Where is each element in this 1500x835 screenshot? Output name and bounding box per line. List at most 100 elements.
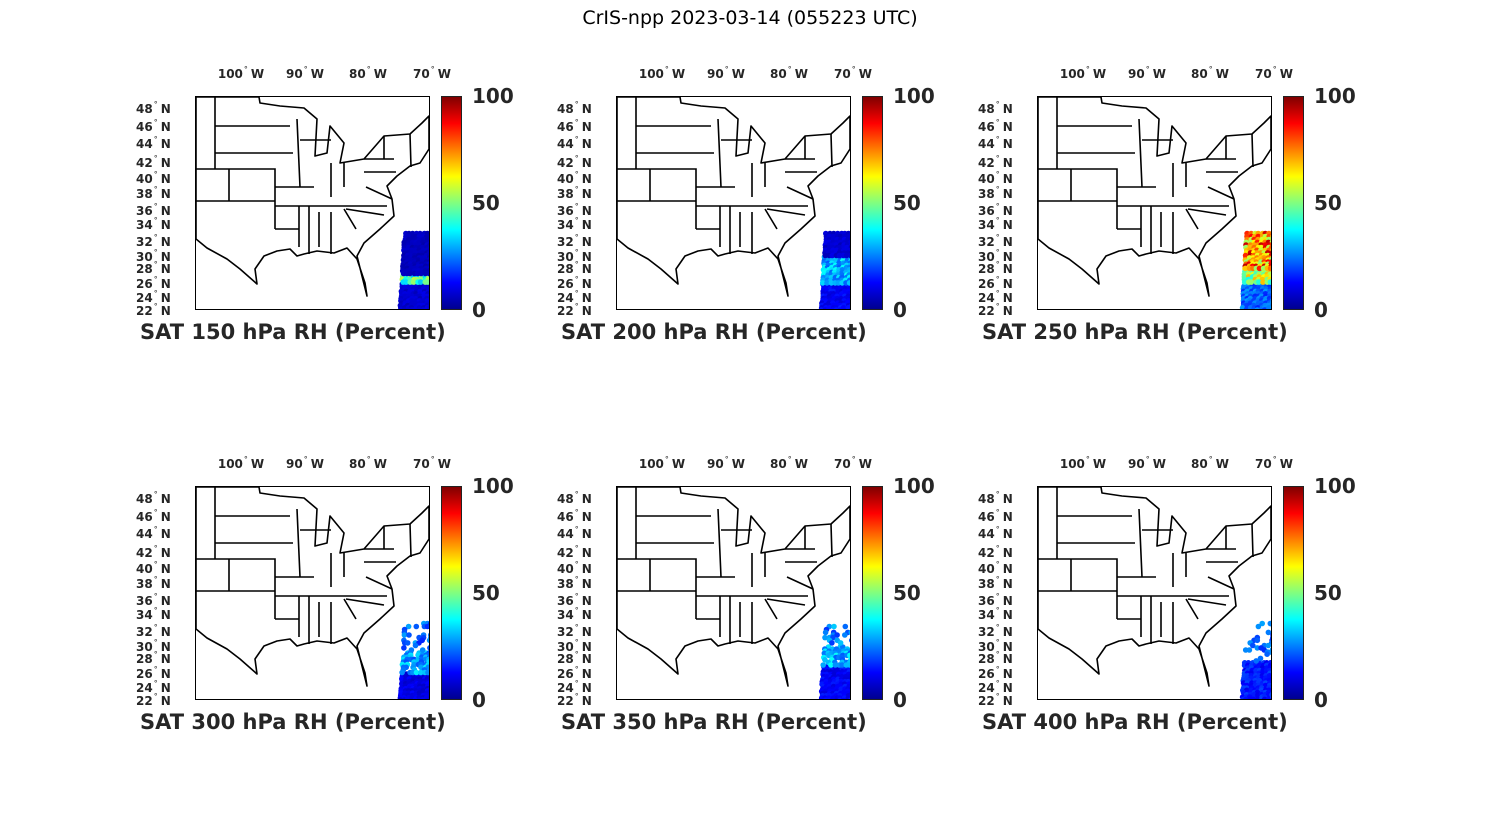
- degree-symbol: °: [725, 65, 729, 74]
- lat-tick-label: 32°N: [557, 233, 602, 249]
- lat-tick-label: 38°N: [557, 575, 602, 591]
- lon-tick-value: 80: [349, 67, 366, 81]
- rh-swath: [1240, 231, 1272, 310]
- rh-observation-point: [851, 674, 852, 680]
- lat-tick-label: 46°N: [136, 508, 181, 524]
- lat-hemisphere: N: [161, 218, 171, 232]
- lon-tick-value: 90: [1128, 67, 1145, 81]
- rh-observation-point: [1271, 269, 1272, 275]
- degree-symbol: °: [1273, 65, 1277, 74]
- lat-tick-label: 42°N: [557, 544, 602, 560]
- degree-symbol: °: [575, 118, 579, 127]
- rh-observation-point: [850, 664, 851, 670]
- lat-tick-value: 38: [978, 187, 995, 201]
- lat-tick-value: 46: [557, 120, 574, 134]
- lat-tick-value: 44: [978, 527, 995, 541]
- degree-symbol: °: [996, 289, 1000, 298]
- lat-tick-label: 46°N: [557, 508, 602, 524]
- lon-tick-label: 100°W: [218, 455, 264, 471]
- rh-observation-point: [843, 624, 849, 630]
- degree-symbol: °: [154, 592, 158, 601]
- coastline: [196, 97, 429, 296]
- degree-symbol: °: [575, 154, 579, 163]
- rh-swath: [819, 231, 852, 310]
- degree-symbol: °: [1086, 65, 1090, 74]
- degree-symbol: °: [996, 508, 1000, 517]
- lat-hemisphere: N: [1003, 120, 1013, 134]
- lat-hemisphere: N: [1003, 527, 1013, 541]
- degree-symbol: °: [1146, 455, 1150, 464]
- map-canvas: [1038, 97, 1272, 310]
- rh-observation-point: [429, 289, 430, 295]
- colorbar-tick-label: 50: [1314, 581, 1342, 605]
- colorbar-tick-label: 0: [893, 688, 907, 712]
- degree-symbol: °: [154, 679, 158, 688]
- degree-symbol: °: [1086, 455, 1090, 464]
- degree-symbol: °: [788, 455, 792, 464]
- lon-hemisphere: W: [1093, 457, 1106, 471]
- lat-tick-value: 42: [557, 156, 574, 170]
- colorbar-tick-label: 100: [472, 84, 514, 108]
- lon-tick-value: 70: [413, 457, 430, 471]
- rh-observation-point: [1255, 638, 1261, 644]
- rh-observation-point: [850, 280, 851, 286]
- lat-hemisphere: N: [161, 120, 171, 134]
- degree-symbol: °: [665, 65, 669, 74]
- lon-hemisphere: W: [859, 67, 872, 81]
- degree-symbol: °: [575, 289, 579, 298]
- degree-symbol: °: [154, 260, 158, 269]
- rh-swath: [398, 231, 430, 310]
- lat-tick-value: 46: [978, 510, 995, 524]
- degree-symbol: °: [154, 170, 158, 179]
- coastline: [617, 97, 850, 296]
- rh-observation-point: [429, 670, 430, 676]
- lat-tick-value: 32: [978, 625, 995, 639]
- lon-tick-value: 70: [1255, 457, 1272, 471]
- lat-hemisphere: N: [161, 102, 171, 116]
- colorbar-tick-label: 0: [893, 298, 907, 322]
- lat-tick-label: 38°N: [136, 575, 181, 591]
- lon-tick-value: 70: [834, 67, 851, 81]
- lat-hemisphere: N: [1003, 608, 1013, 622]
- colorbar-tick-label: 100: [893, 84, 935, 108]
- lat-hemisphere: N: [161, 608, 171, 622]
- lat-tick-value: 28: [557, 262, 574, 276]
- rh-observation-point: [399, 670, 405, 676]
- rh-observation-point: [429, 296, 430, 302]
- lon-tick-value: 80: [770, 457, 787, 471]
- lat-tick-value: 22: [978, 304, 995, 318]
- lon-tick-label: 100°W: [639, 65, 685, 81]
- map-canvas: [617, 487, 851, 700]
- rh-observation-point: [850, 289, 851, 295]
- lat-hemisphere: N: [161, 577, 171, 591]
- degree-symbol: °: [725, 455, 729, 464]
- subplot-title: SAT 400 hPa RH (Percent): [982, 710, 1288, 734]
- rh-observation-point: [1268, 621, 1273, 627]
- degree-symbol: °: [154, 275, 158, 284]
- colorbar-tick-label: 100: [472, 474, 514, 498]
- lat-tick-value: 48: [978, 492, 995, 506]
- lat-tick-value: 42: [978, 156, 995, 170]
- lon-hemisphere: W: [1153, 67, 1166, 81]
- lat-tick-label: 22°N: [136, 692, 181, 708]
- degree-symbol: °: [996, 665, 1000, 674]
- lat-tick-label: 28°N: [557, 650, 602, 666]
- lat-hemisphere: N: [1003, 218, 1013, 232]
- lon-tick-value: 90: [286, 457, 303, 471]
- map-axes: [616, 486, 851, 700]
- lat-tick-label: 44°N: [557, 135, 602, 151]
- lon-tick-label: 70°W: [834, 455, 872, 471]
- lon-tick-label: 90°W: [1128, 455, 1166, 471]
- lat-tick-label: 34°N: [978, 606, 1023, 622]
- rh-observation-point: [429, 681, 430, 687]
- lat-tick-value: 48: [557, 102, 574, 116]
- lon-tick-value: 100: [218, 457, 243, 471]
- lat-tick-label: 48°N: [136, 490, 181, 506]
- degree-symbol: °: [575, 692, 579, 701]
- lat-tick-label: 40°N: [978, 560, 1023, 576]
- lat-tick-value: 38: [557, 187, 574, 201]
- colorbar-tick-label: 0: [472, 298, 486, 322]
- lat-tick-label: 34°N: [978, 216, 1023, 232]
